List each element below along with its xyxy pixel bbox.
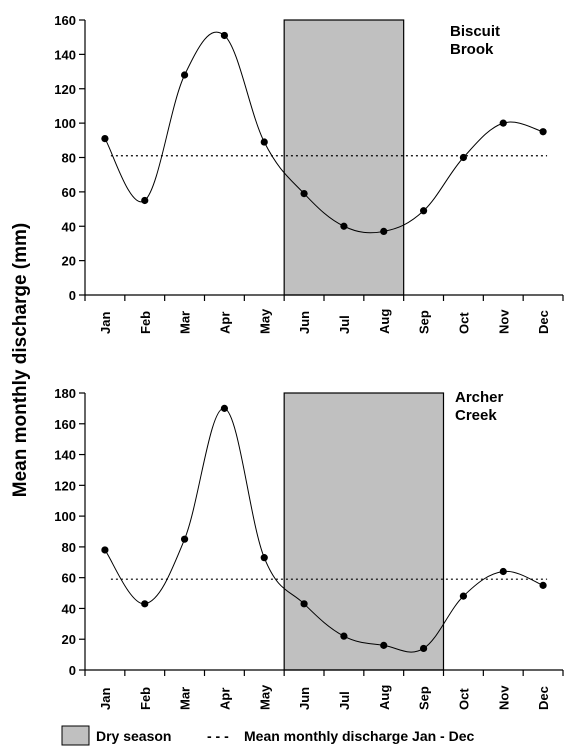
y-tick-label: 120 (54, 82, 76, 97)
x-tick-label: May (257, 308, 272, 334)
x-tick-label: Sep (417, 686, 432, 710)
data-point (180, 535, 189, 543)
data-point (340, 632, 348, 640)
data-point (141, 600, 149, 608)
data-point (459, 592, 468, 600)
x-tick-label: Mar (178, 311, 193, 334)
panel-title: Biscuit (450, 23, 500, 40)
y-tick-label: 100 (54, 509, 76, 524)
data-point (300, 189, 308, 198)
x-tick-label: Jun (297, 311, 312, 334)
x-tick-label: Jan (98, 312, 113, 334)
data-point (499, 119, 507, 127)
y-tick-label: 60 (62, 571, 76, 586)
legend-dry-season-swatch (61, 725, 90, 746)
legend-mean-line-marker: - - - (207, 728, 229, 744)
archer-creek-chart: 0 20 40 60 80 100 120 140 160 180 Jan Feb Mar Apr May J… (54, 386, 564, 710)
x-tick-label: Aug (377, 685, 392, 710)
x-tick-label: Dec (536, 686, 551, 710)
y-tick-label: 60 (62, 185, 76, 200)
legend: Dry season - - - Mean monthly discharge … (61, 725, 474, 746)
panel-title: Brook (450, 41, 494, 58)
y-tick-label: 80 (62, 151, 76, 166)
data-point (419, 644, 428, 653)
y-tick-label: 40 (62, 219, 76, 234)
y-tick-label: 180 (54, 386, 76, 401)
data-point (101, 546, 109, 554)
x-tick-label: May (257, 684, 272, 710)
legend-mean-line-label: Mean monthly discharge Jan - Dec (244, 728, 474, 744)
data-point (380, 641, 388, 649)
data-point (180, 71, 189, 79)
panel-title: Creek (455, 407, 497, 424)
x-tick-label: Sep (417, 310, 432, 334)
y-tick-label: 160 (54, 417, 76, 432)
y-tick-label: 140 (54, 448, 76, 463)
x-tick-label: Nov (496, 685, 511, 710)
x-tick-label: Jan (98, 688, 113, 710)
x-tick-label: Jul (337, 315, 352, 334)
y-tick-label: 40 (62, 601, 76, 616)
y-tick-label: 20 (62, 632, 76, 647)
data-point (380, 227, 388, 236)
x-tick-label: Mar (178, 687, 193, 710)
data-point (419, 207, 428, 215)
data-point (101, 134, 109, 143)
y-tick-label: 100 (54, 116, 76, 131)
data-point (260, 554, 268, 562)
data-point (141, 196, 149, 205)
x-tick-label: Aug (377, 309, 392, 334)
data-point (220, 31, 229, 40)
x-tick-label: Feb (138, 311, 153, 334)
x-tick-label: Oct (456, 312, 471, 334)
y-axis-label: Mean monthly discharge (mm) (10, 223, 31, 498)
dry-season-band (283, 19, 405, 296)
x-tick-label: Apr (217, 688, 232, 710)
y-tick-label: 0 (69, 663, 76, 678)
y-tick-label: 140 (54, 47, 76, 62)
legend-dry-season-label: Dry season (96, 728, 171, 744)
x-tick-label: Jul (337, 691, 352, 710)
data-point (260, 138, 268, 146)
data-point (340, 222, 348, 230)
x-tick-label: Jun (297, 687, 312, 710)
x-tick-label: Nov (496, 309, 511, 334)
x-tick-label: Feb (138, 687, 153, 710)
data-point (539, 581, 547, 589)
panel-title: Archer (455, 389, 504, 406)
data-point (499, 567, 507, 576)
y-tick-label: 20 (62, 254, 76, 269)
dry-season-band (283, 392, 445, 671)
data-point (300, 600, 308, 608)
data-point (459, 153, 468, 162)
x-tick-label: Oct (456, 688, 471, 710)
y-tick-label: 0 (69, 288, 76, 303)
y-tick-label: 120 (54, 478, 76, 493)
x-tick-label: Dec (536, 310, 551, 334)
biscuit-brook-chart: 0 20 40 60 80 100 120 140 160 Jan Feb Mar Apr May Jun J… (54, 13, 564, 334)
x-tick-label: Apr (217, 312, 232, 334)
data-point (539, 128, 547, 136)
data-point (220, 404, 229, 412)
y-tick-label: 80 (62, 540, 76, 555)
y-tick-label: 160 (54, 13, 76, 28)
